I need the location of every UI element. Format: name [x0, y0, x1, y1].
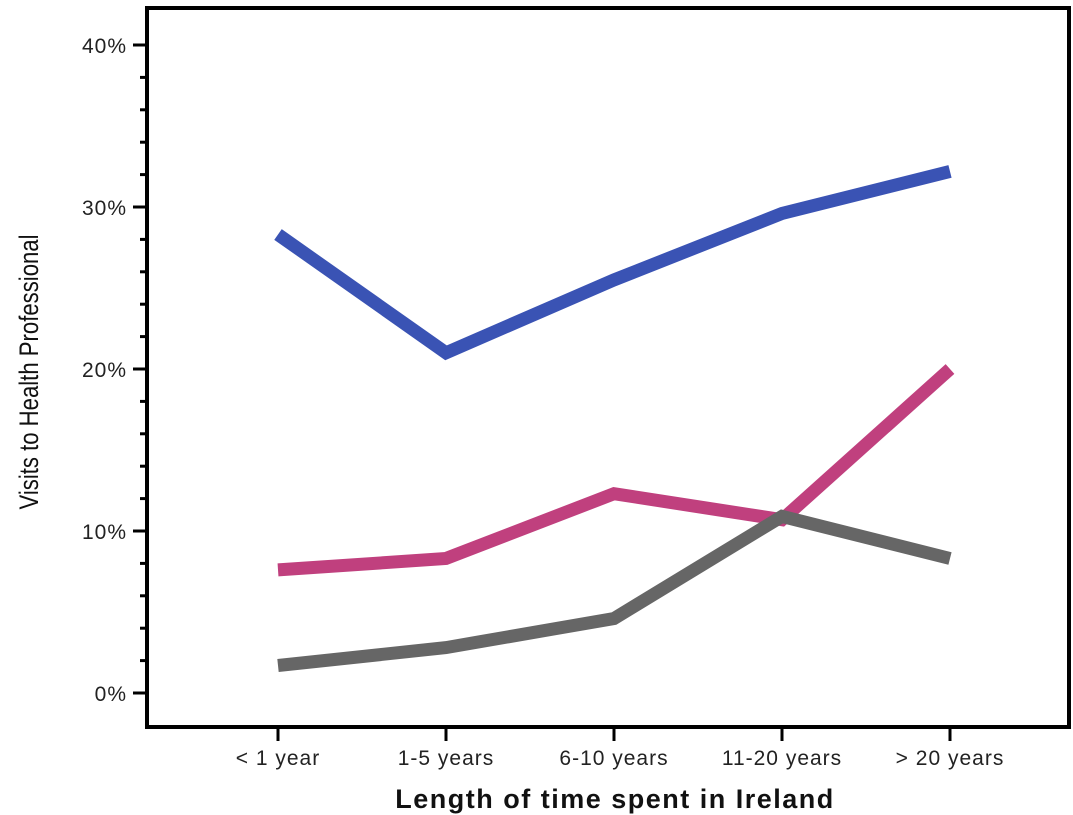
- y-minor-ticks: [140, 75, 147, 663]
- y-tick-label: 10%: [82, 521, 127, 544]
- x-tick-label: 6-10 years: [559, 747, 668, 770]
- series-line-3: [277, 509, 952, 672]
- y-axis-title: Visits to Health Professional: [15, 234, 45, 509]
- x-tick-label: > 20 years: [896, 747, 1005, 770]
- x-axis-title: Length of time spent in Ireland: [395, 784, 835, 814]
- y-axis-ticks: 0% 10% 20% 30% 40%: [82, 35, 147, 706]
- y-tick-label: 40%: [82, 35, 127, 58]
- series-line-2: [277, 364, 955, 577]
- x-tick-label: 11-20 years: [722, 747, 842, 770]
- series-line-1: [274, 165, 952, 361]
- y-tick-label: 20%: [82, 359, 127, 382]
- x-tick-label: < 1 year: [236, 747, 320, 770]
- series-lines: [274, 165, 955, 672]
- x-axis-ticks: < 1 year 1-5 years 6-10 years 11-20 years > …: [236, 727, 1005, 770]
- y-tick-label: 0%: [95, 683, 127, 706]
- x-tick-label: 1-5 years: [398, 747, 495, 770]
- y-tick-label: 30%: [82, 197, 127, 220]
